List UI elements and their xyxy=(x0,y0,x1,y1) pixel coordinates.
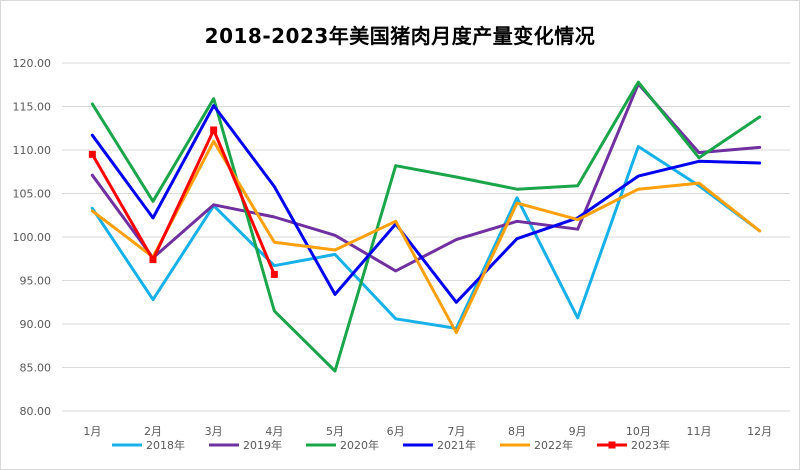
x-tick-label: 2月 xyxy=(144,425,162,438)
series-line xyxy=(90,145,762,330)
data-point xyxy=(149,256,157,264)
series-2020年 xyxy=(90,80,762,373)
x-tick-label: 11月 xyxy=(687,425,712,438)
legend-label: 2023年 xyxy=(631,438,670,452)
series-line xyxy=(90,128,276,276)
legend-label: 2022年 xyxy=(534,438,573,452)
data-point xyxy=(88,150,96,158)
x-tick-label: 1月 xyxy=(83,425,101,438)
x-tick-label: 6月 xyxy=(387,425,405,438)
y-tick-label: 110.00 xyxy=(13,144,52,157)
series-2023年 xyxy=(88,126,278,278)
series-2018年 xyxy=(90,145,762,330)
y-tick-label: 90.00 xyxy=(20,318,52,331)
x-tick-label: 3月 xyxy=(205,425,223,438)
series-2021年 xyxy=(90,104,762,304)
y-axis-labels: 80.00 85.00 90.00 95.00 100.00 105.00 110.00 11… xyxy=(13,57,52,418)
x-axis-labels: 1月 2月 3月 4月 5月 6月 7月 8月 9月 10月 11月 12月 xyxy=(83,425,772,438)
y-tick-label: 85.00 xyxy=(20,362,52,375)
legend-label: 2021年 xyxy=(437,438,476,452)
legend-item: 2018年 xyxy=(112,438,185,452)
series-line xyxy=(90,80,762,373)
legend-item: 2020年 xyxy=(306,438,379,452)
y-tick-label: 95.00 xyxy=(20,275,52,288)
y-tick-label: 115.00 xyxy=(13,101,52,114)
x-tick-label: 7月 xyxy=(447,425,465,438)
series-lines xyxy=(88,80,762,373)
chart-title: 2018-2023年美国猪肉月度产量变化情况 xyxy=(204,24,596,48)
x-tick-label: 9月 xyxy=(569,425,587,438)
legend-item: 2021年 xyxy=(403,438,476,452)
legend-marker xyxy=(608,441,616,449)
y-tick-label: 80.00 xyxy=(20,405,52,418)
x-tick-label: 8月 xyxy=(508,425,526,438)
x-tick-label: 10月 xyxy=(626,425,651,438)
data-point xyxy=(210,126,218,134)
y-tick-label: 105.00 xyxy=(13,188,52,201)
x-tick-label: 4月 xyxy=(265,425,283,438)
legend-label: 2018年 xyxy=(146,438,185,452)
legend-label: 2019年 xyxy=(243,438,282,452)
legend: 2018年 2019年 2020年 2021年 2022年 2023年 xyxy=(112,438,670,452)
series-2022年 xyxy=(90,139,762,335)
series-line xyxy=(90,104,762,304)
legend-item: 2019年 xyxy=(209,438,282,452)
legend-item: 2023年 xyxy=(597,438,670,452)
legend-label: 2020年 xyxy=(340,438,379,452)
x-tick-label: 5月 xyxy=(326,425,344,438)
y-tick-label: 120.00 xyxy=(13,57,52,70)
data-point xyxy=(270,270,278,278)
x-tick-label: 12月 xyxy=(747,425,772,438)
y-tick-label: 100.00 xyxy=(13,231,52,244)
grid-lines xyxy=(62,62,790,412)
legend-item: 2022年 xyxy=(500,438,573,452)
series-line xyxy=(90,139,762,335)
